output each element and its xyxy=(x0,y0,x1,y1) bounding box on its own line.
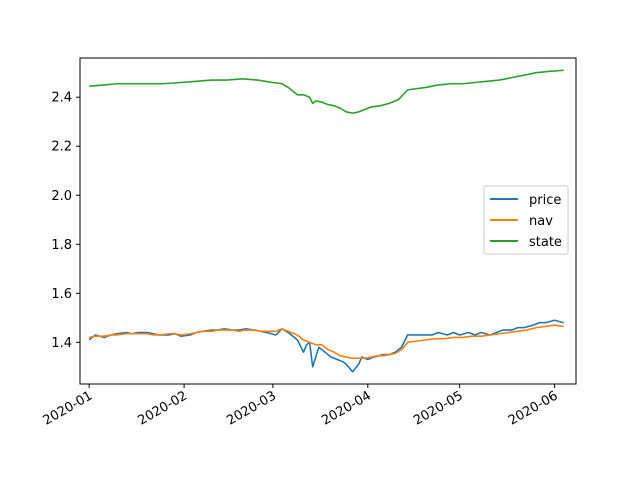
y-tick-label: 1.8 xyxy=(51,238,72,253)
plot-frame xyxy=(79,57,577,385)
series-layer xyxy=(88,69,564,373)
y-tick-label: 1.6 xyxy=(51,287,72,302)
series-line-nav xyxy=(89,324,564,360)
series-line-state xyxy=(89,69,564,114)
y-tick-label: 2.2 xyxy=(51,140,72,155)
legend-label-price: price xyxy=(529,193,561,208)
y-tick-label: 2.0 xyxy=(51,189,72,204)
legend-label-state: state xyxy=(529,235,562,250)
y-tick-label: 1.4 xyxy=(51,336,72,351)
legend-label-nav: nav xyxy=(529,214,553,229)
legend: price nav state xyxy=(483,185,569,255)
legend-box xyxy=(483,185,569,255)
y-tick-label: 2.4 xyxy=(51,91,72,106)
